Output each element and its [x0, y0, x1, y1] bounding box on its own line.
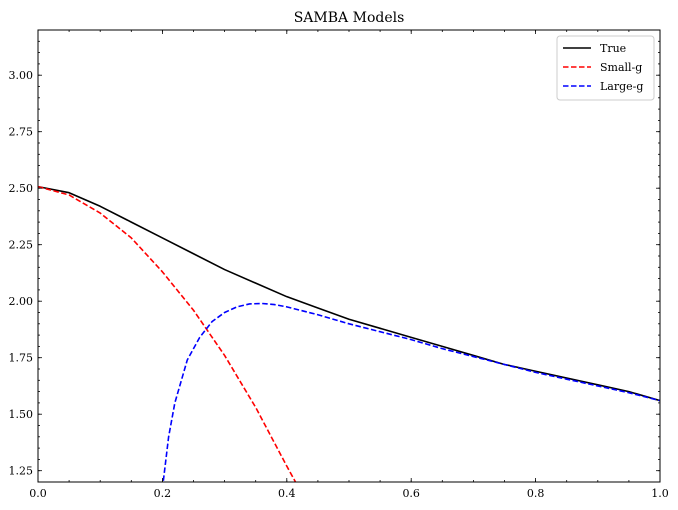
x-tick-label: 0.0 [29, 487, 47, 500]
x-tick-label: 0.6 [402, 487, 420, 500]
legend-label: Large-g [600, 80, 643, 93]
series-line-true [38, 185, 660, 402]
y-tick-label: 2.25 [9, 239, 34, 252]
y-tick-label: 2.75 [9, 126, 34, 139]
x-tick-label: 0.4 [278, 487, 296, 500]
legend-label: Small-g [600, 61, 642, 74]
y-tick-label: 1.50 [9, 408, 34, 421]
legend: True Small-g Large-g [556, 35, 655, 101]
legend-label: True [600, 42, 626, 55]
x-tick-label: 0.8 [527, 487, 545, 500]
y-tick-label: 2.50 [9, 182, 34, 195]
y-tick-label: 1.75 [9, 352, 34, 365]
series-line-small-g [38, 185, 297, 482]
y-tick-label: 1.25 [9, 465, 34, 478]
y-tick-label: 2.00 [9, 295, 34, 308]
x-tick-label: 1.0 [651, 487, 669, 500]
y-tick-label: 3.00 [9, 69, 34, 82]
chart-title: SAMBA Models [294, 10, 405, 26]
x-tick-label: 0.2 [154, 487, 172, 500]
series-line-large-g [162, 302, 660, 482]
